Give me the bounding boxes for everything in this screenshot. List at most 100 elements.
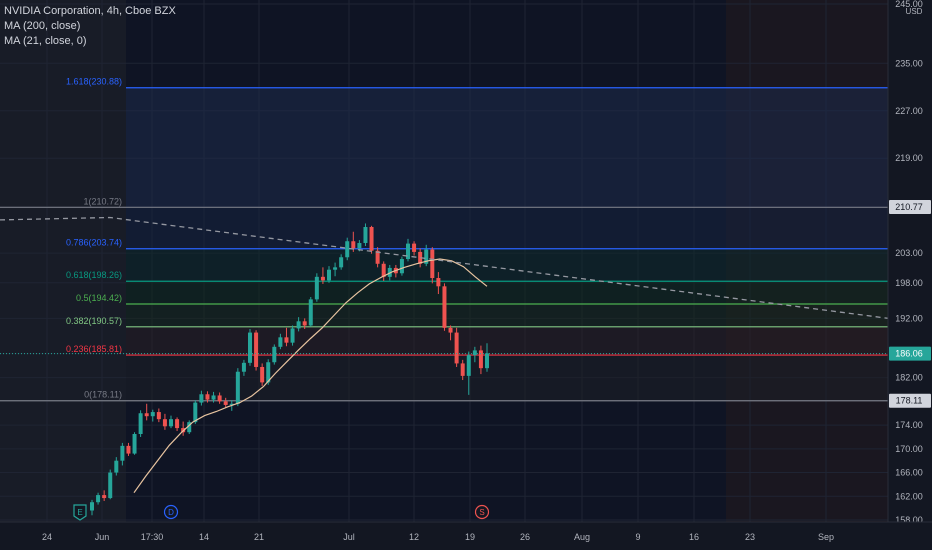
ma21-line[interactable]	[133, 258, 488, 494]
fib-level-label-6: 0.236(185.81)	[66, 344, 122, 354]
candle-32[interactable]	[284, 337, 289, 343]
candle-31[interactable]	[278, 337, 283, 347]
candle-3[interactable]	[108, 472, 113, 499]
candle-4[interactable]	[114, 460, 119, 473]
ma21-legend-item[interactable]: MA (21, close, 0)	[4, 35, 87, 47]
candle-65[interactable]	[485, 353, 489, 369]
candle-49[interactable]	[387, 267, 392, 277]
fib-level-label-2: 0.786(203.74)	[66, 238, 122, 248]
candle-7[interactable]	[132, 434, 137, 454]
candle-29[interactable]	[266, 362, 271, 383]
candle-24[interactable]	[235, 371, 240, 404]
candle-26[interactable]	[248, 332, 252, 363]
fib-level-label-7: 0(178.11)	[84, 390, 122, 400]
time-tick-1: Jun	[95, 532, 110, 542]
candle-61[interactable]	[460, 363, 465, 376]
candle-2[interactable]	[102, 495, 107, 499]
time-tick-13: Sep	[818, 532, 834, 542]
candle-64[interactable]	[478, 350, 483, 369]
candle-38[interactable]	[320, 276, 325, 281]
candle-6[interactable]	[126, 445, 131, 454]
candle-62[interactable]	[466, 355, 471, 376]
candle-20[interactable]	[211, 395, 216, 400]
ma200-line[interactable]	[0, 216, 889, 319]
candle-19[interactable]	[205, 394, 210, 400]
candle-44[interactable]	[357, 243, 362, 249]
fib-top-badge: 210.77	[895, 202, 923, 212]
ma200-legend-item[interactable]: MA (200, close)	[4, 20, 81, 32]
candle-63[interactable]	[472, 350, 477, 356]
candle-53[interactable]	[412, 243, 417, 252]
time-axis-panel[interactable]	[0, 522, 932, 550]
candle-11[interactable]	[156, 412, 161, 420]
candle-30[interactable]	[272, 346, 277, 363]
candle-40[interactable]	[333, 267, 338, 270]
candle-5[interactable]	[120, 445, 125, 461]
event-marker-0[interactable]	[73, 504, 87, 521]
candle-37[interactable]	[314, 276, 319, 300]
candle-39[interactable]	[327, 269, 331, 281]
fib-zone-0	[126, 87, 888, 208]
candle-42[interactable]	[345, 241, 350, 258]
fib-bottom-badge: 178.11	[896, 396, 923, 406]
candle-27[interactable]	[254, 332, 259, 367]
candle-60[interactable]	[454, 332, 459, 364]
time-tick-5: Jul	[343, 532, 355, 542]
fib-zone-5	[126, 326, 888, 356]
candle-34[interactable]	[296, 321, 301, 329]
candle-56[interactable]	[430, 249, 435, 279]
candle-58[interactable]	[442, 286, 447, 328]
candle-28[interactable]	[260, 366, 265, 383]
price-tick-2: 227.00	[895, 106, 923, 116]
price-axis-panel[interactable]	[888, 0, 932, 522]
candle-9[interactable]	[144, 413, 149, 417]
candle-55[interactable]	[424, 249, 429, 264]
fib-bottom-badge-bg	[889, 393, 931, 408]
price-tick-11: 174.00	[895, 420, 923, 430]
candle-52[interactable]	[406, 243, 410, 260]
candle-10[interactable]	[150, 412, 155, 417]
price-tick-15: 158.00	[895, 515, 923, 525]
time-tick-9: Aug	[574, 532, 590, 542]
candle-57[interactable]	[436, 278, 441, 287]
candle-54[interactable]	[418, 251, 423, 264]
candle-46[interactable]	[369, 227, 374, 251]
candle-36[interactable]	[308, 299, 313, 326]
event-marker-2[interactable]	[474, 504, 490, 520]
candle-8[interactable]	[138, 413, 143, 434]
candle-0[interactable]	[90, 502, 94, 511]
candle-16[interactable]	[187, 422, 192, 433]
candle-59[interactable]	[448, 327, 453, 333]
candle-43[interactable]	[351, 241, 356, 249]
candle-25[interactable]	[241, 362, 246, 372]
price-tick-0: 245.00	[895, 0, 923, 9]
event-marker-label-0: E	[77, 508, 82, 517]
event-marker-1[interactable]	[163, 504, 179, 520]
symbol-title[interactable]: NVIDIA Corporation, 4h, Cboe BZX	[4, 5, 176, 17]
candle-45[interactable]	[363, 227, 368, 244]
fib-zone-4	[126, 303, 888, 327]
candle-51[interactable]	[399, 259, 404, 274]
price-tick-14: 162.00	[895, 491, 923, 501]
candle-1[interactable]	[96, 495, 101, 503]
candle-33[interactable]	[290, 328, 295, 343]
candle-47[interactable]	[375, 250, 380, 264]
candle-21[interactable]	[217, 395, 222, 402]
candle-48[interactable]	[381, 263, 386, 277]
fib-level-label-0: 1.618(230.88)	[66, 77, 122, 87]
candle-14[interactable]	[175, 419, 180, 429]
candle-41[interactable]	[339, 257, 344, 268]
candle-13[interactable]	[169, 419, 173, 427]
candle-18[interactable]	[199, 394, 204, 403]
fib-zone-6	[126, 355, 888, 401]
candle-22[interactable]	[223, 401, 228, 405]
candle-35[interactable]	[302, 321, 307, 326]
price-tick-6: 198.00	[895, 278, 923, 288]
candle-12[interactable]	[162, 419, 167, 427]
fib-level-label-3: 0.618(198.26)	[66, 270, 122, 280]
candle-17[interactable]	[193, 402, 198, 423]
candle-23[interactable]	[229, 403, 234, 405]
price-tick-13: 166.00	[895, 468, 923, 478]
event-marker-label-1: D	[168, 508, 174, 517]
